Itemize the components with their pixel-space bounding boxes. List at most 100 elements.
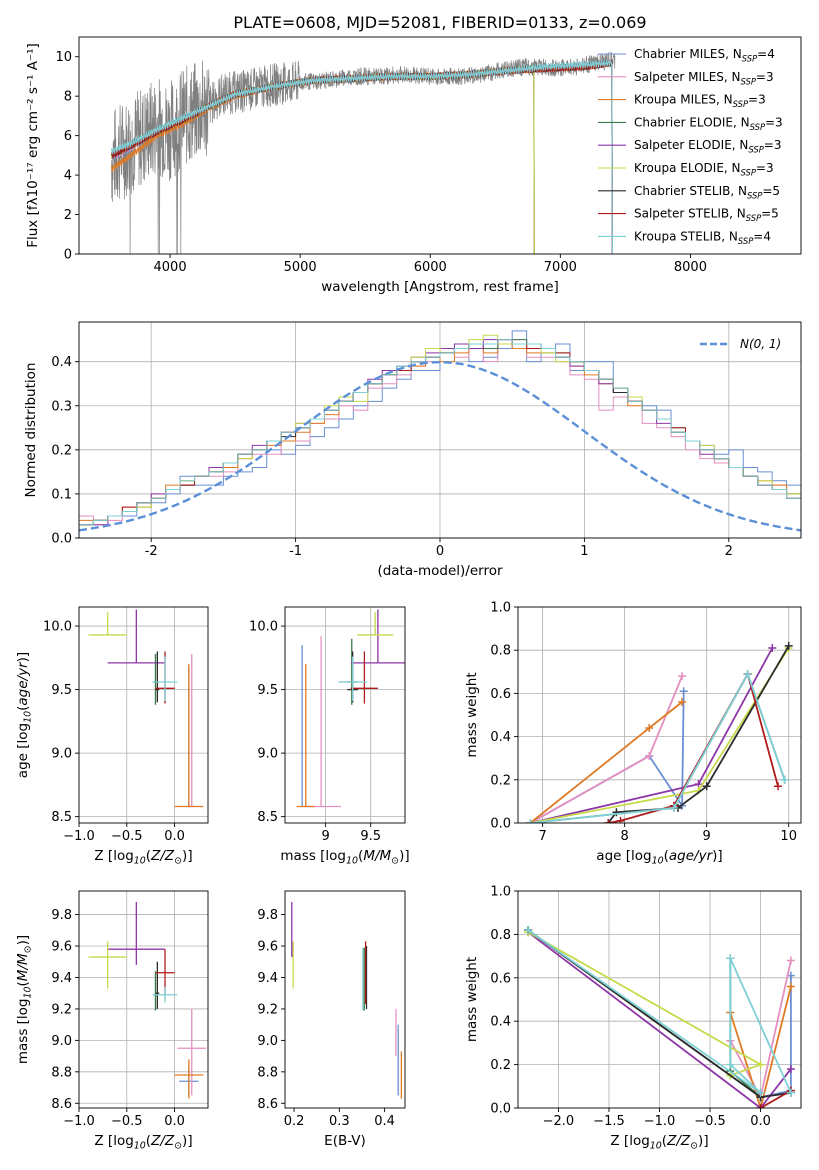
label-segment: )] bbox=[712, 848, 723, 864]
x-tick-label: −2.0 bbox=[543, 1114, 575, 1129]
label-segment: =5 bbox=[761, 207, 779, 221]
x-axis-label: Z [log10(Z/Z⊙)] bbox=[610, 1133, 708, 1152]
series-marker bbox=[743, 669, 752, 678]
y-tick-label: 9.0 bbox=[257, 747, 278, 762]
label-segment: )] bbox=[182, 848, 193, 864]
label-segment: age [log bbox=[596, 848, 651, 864]
plot-area bbox=[285, 607, 405, 823]
legend-label: Salpeter MILES, NSSP=3 bbox=[634, 70, 774, 87]
series-marker bbox=[786, 982, 795, 991]
label-segment: Chabrier MILES, N bbox=[634, 47, 742, 61]
label-segment: 10 bbox=[23, 986, 34, 998]
label-segment: =3 bbox=[764, 138, 782, 152]
series-line bbox=[527, 931, 792, 1108]
y-tick-label: 10.0 bbox=[43, 620, 72, 635]
axes-frame bbox=[284, 890, 406, 1109]
axes-frame bbox=[78, 606, 209, 824]
plot-area bbox=[79, 322, 801, 538]
chart-panel-2: −1.0 −0.5 0.08.59.09.510.0Z [log10(Z/Z⊙)]a… bbox=[15, 606, 209, 867]
x-tick-label: -2 bbox=[145, 544, 158, 559]
series-marker bbox=[645, 723, 654, 732]
label-segment: ⊙ bbox=[391, 856, 399, 867]
label-segment: Chabrier ELODIE, N bbox=[634, 115, 750, 129]
y-tick-label: 0.4 bbox=[490, 730, 511, 745]
y-axis-label: mass weight bbox=[464, 672, 480, 757]
series-line bbox=[729, 986, 792, 1108]
series-marker bbox=[786, 956, 795, 965]
chart-panel-1: -2 -1 0 1 2 0.0 0.1 0.2 0.3 0.4 (data-model)/error… bbox=[23, 321, 802, 579]
series-marker bbox=[702, 782, 711, 791]
y-tick-label: 0.8 bbox=[490, 928, 511, 943]
x-tick-label: 4000 bbox=[154, 260, 187, 275]
x-tick-label: 0.2 bbox=[284, 1114, 305, 1129]
series-marker bbox=[678, 672, 687, 681]
label-segment: =3 bbox=[756, 161, 774, 175]
x-tick-label: 9 bbox=[703, 829, 711, 844]
series-marker bbox=[768, 644, 777, 653]
y-tick-label: 0.6 bbox=[490, 687, 511, 702]
y-tick-label: 1.0 bbox=[490, 601, 511, 616]
label-segment: M/M bbox=[363, 848, 391, 864]
legend-label: Salpeter STELIB, NSSP=5 bbox=[634, 207, 779, 224]
axes-frame bbox=[517, 606, 802, 824]
label-segment: age [log bbox=[15, 723, 31, 778]
series-marker bbox=[756, 1104, 765, 1108]
label-segment: 10 bbox=[134, 856, 146, 867]
label-segment: mass weight bbox=[464, 957, 480, 1042]
axes-frame bbox=[78, 890, 209, 1109]
series-marker bbox=[604, 819, 613, 823]
x-tick-label: −1.0 bbox=[63, 1114, 95, 1129]
label-segment: SSP bbox=[742, 54, 758, 64]
plot-area bbox=[79, 891, 208, 1108]
label-segment: )] bbox=[15, 935, 31, 946]
series-marker bbox=[774, 782, 783, 791]
y-axis-label: mass [log10(M/M⊙)] bbox=[15, 935, 34, 1064]
y-tick-label: 0 bbox=[64, 248, 72, 263]
x-tick-label: 9 bbox=[321, 829, 329, 844]
label-segment: age/yr bbox=[15, 661, 31, 706]
histogram-step bbox=[79, 339, 801, 538]
label-segment: Salpeter ELODIE, N bbox=[634, 138, 748, 152]
chart-panel-3: 9 9.5 8.5 9.0 9.5 10.0 mass [log10(M/M⊙)] bbox=[249, 606, 410, 867]
label-segment: =3 bbox=[765, 115, 783, 129]
axes-frame bbox=[78, 36, 802, 255]
label-segment: 10 bbox=[23, 711, 34, 723]
x-axis-label: Z [log10(Z/Z⊙)] bbox=[94, 1133, 192, 1152]
x-tick-label: 9.5 bbox=[360, 829, 381, 844]
label-segment: SSP bbox=[746, 213, 762, 223]
x-tick-label: 0.3 bbox=[329, 1114, 350, 1129]
y-tick-label: 10.0 bbox=[249, 620, 278, 635]
label-segment: SSP bbox=[738, 236, 754, 246]
y-tick-label: 0.3 bbox=[51, 399, 72, 414]
model-line bbox=[110, 58, 613, 254]
y-tick-label: 0.1 bbox=[51, 487, 72, 502]
y-tick-label: 9.0 bbox=[51, 747, 72, 762]
y-tick-label: 8 bbox=[64, 90, 72, 105]
label-segment: =4 bbox=[757, 47, 775, 61]
label-segment: Flux [fλ10⁻¹⁷ erg cm⁻² s⁻¹ A⁻¹] bbox=[25, 43, 41, 248]
legend-label: Salpeter ELODIE, NSSP=3 bbox=[634, 138, 782, 155]
y-tick-label: 9.2 bbox=[51, 1002, 72, 1017]
y-tick-label: 0.2 bbox=[490, 1058, 511, 1073]
label-segment: (data-model)/error bbox=[377, 563, 503, 579]
label-segment: ⊙ bbox=[174, 1141, 182, 1152]
y-tick-label: 0.4 bbox=[51, 355, 72, 370]
label-segment: mass weight bbox=[464, 672, 480, 757]
label-segment: =4 bbox=[753, 229, 771, 243]
label-segment: SSP bbox=[733, 99, 749, 109]
label-segment: Z [log bbox=[610, 1133, 649, 1149]
x-tick-label: −1.0 bbox=[644, 1114, 676, 1129]
label-segment: Kroupa STELIB, N bbox=[634, 229, 738, 243]
y-tick-label: 9.0 bbox=[257, 1034, 278, 1049]
series-line bbox=[608, 671, 779, 823]
y-tick-label: 0.8 bbox=[490, 644, 511, 659]
label-segment: Z/Z bbox=[150, 848, 175, 864]
label-segment: )] bbox=[399, 848, 410, 864]
x-axis-label: E(B-V) bbox=[324, 1133, 366, 1149]
label-segment: 10 bbox=[346, 856, 358, 867]
label-segment: SSP bbox=[741, 168, 757, 178]
x-axis-label: wavelength [Angstrom, rest frame] bbox=[321, 279, 559, 295]
y-tick-label: 9.6 bbox=[257, 940, 278, 955]
y-tick-label: 8.6 bbox=[51, 1097, 72, 1112]
x-tick-label: -1 bbox=[289, 544, 302, 559]
